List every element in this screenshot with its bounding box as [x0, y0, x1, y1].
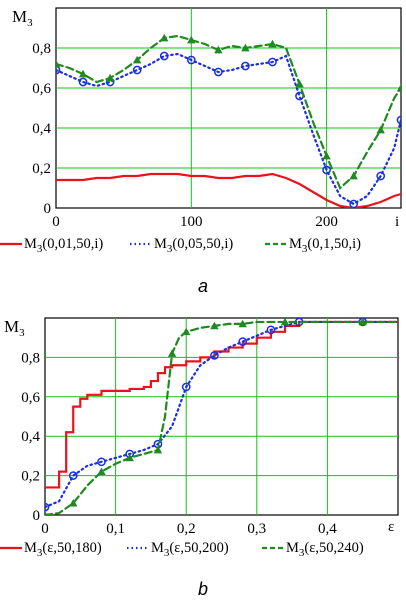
data-point [376, 125, 385, 134]
plot-area-b [44, 317, 399, 516]
data-point [160, 33, 169, 42]
data-point [210, 321, 219, 330]
legend-label: M3(ε,50,180) [24, 540, 102, 559]
data-point [280, 318, 290, 326]
data-point [376, 171, 386, 181]
data-point [241, 43, 250, 52]
data-point [358, 318, 367, 326]
series-line-2 [56, 52, 401, 206]
data-point [210, 351, 219, 360]
data-point [45, 510, 48, 515]
y-tick-label: 0 [44, 201, 52, 217]
data-point [186, 55, 196, 65]
x-tick-label: 0,2 [177, 521, 196, 537]
data-point [268, 39, 277, 48]
data-point [238, 319, 247, 328]
data-point [132, 55, 142, 64]
data-point [97, 467, 106, 476]
y-tick-label: 0,2 [21, 469, 40, 485]
series-line-3 [56, 34, 401, 190]
data-point [97, 457, 106, 467]
data-point [349, 199, 358, 208]
x-axis-label-a: i [395, 214, 399, 230]
data-point [187, 35, 196, 44]
legend-label: M3(0,01,50,i) [24, 236, 103, 255]
series-a [56, 33, 401, 208]
x-tick-label: 0,4 [318, 521, 337, 537]
series-line-1 [56, 172, 401, 208]
data-point [396, 83, 401, 92]
series-b [45, 318, 398, 515]
data-point [182, 327, 191, 336]
data-point [68, 471, 78, 480]
data-point [181, 382, 191, 392]
data-point [214, 67, 223, 77]
y-tick-label: 0,8 [32, 41, 51, 57]
data-point [78, 69, 88, 78]
y-tick-label: 0,2 [32, 161, 51, 177]
data-point [69, 498, 78, 507]
plot-area-a [55, 7, 402, 209]
series-line-2 [45, 320, 398, 509]
y-tick-label: 0 [33, 508, 41, 524]
series-line-1 [45, 320, 398, 489]
data-point [268, 57, 277, 67]
legend-label: M3(0,1,50,i) [289, 236, 361, 255]
y-axis-label-b: M3 [4, 317, 25, 339]
x-tick-label: 0,3 [247, 521, 266, 537]
x-tick-label: 0 [41, 521, 49, 537]
data-point [125, 453, 134, 462]
data-point [349, 171, 358, 180]
data-point [45, 502, 50, 512]
data-point [153, 445, 163, 454]
x-axis-label-b: ε [388, 519, 394, 535]
chart-a: 00,20,40,60,80 100 200 M3 i M3(0,01,50,i) M… [0, 7, 402, 296]
legend-label: M3(ε,50,240) [286, 540, 364, 559]
tick-labels-b: 0 0,2 0,4 0,6 0,8 0 0,1 0,2 0,3 0,4 [21, 350, 337, 537]
y-tick-label: 0,4 [32, 121, 51, 137]
x-tick-label: 0,1 [106, 521, 125, 537]
y-tick-label: 0,8 [21, 350, 40, 366]
data-point [322, 151, 331, 160]
data-point [167, 349, 177, 357]
data-point [266, 325, 276, 335]
data-point [238, 337, 248, 346]
tick-labels-a: 0 0,2 0,4 0,6 0,8 0 100 200 [32, 41, 338, 230]
legend-a: M3(0,01,50,i) M3(0,05,50,i) M3(0,1,50,i) [0, 236, 361, 255]
legend-label: M3(0,05,50,i) [154, 236, 233, 255]
caption-b: b [198, 579, 208, 599]
data-point [214, 45, 223, 54]
chart-b: 0 0,2 0,4 0,6 0,8 0 0,1 0,2 0,3 0,4 M3 ε M3(ε,50,… [0, 317, 399, 599]
legend-label: M3(ε,50,200) [151, 540, 229, 559]
data-point [241, 61, 250, 71]
data-point [159, 51, 169, 61]
data-point [105, 73, 115, 82]
x-tick-label: 0 [52, 214, 60, 230]
y-tick-label: 0,6 [21, 390, 40, 406]
data-point [78, 77, 88, 87]
series-line-3 [45, 320, 398, 515]
y-axis-label-a: M3 [12, 7, 33, 29]
x-tick-label: 200 [315, 214, 338, 230]
x-tick-label: 100 [180, 214, 203, 230]
data-point [322, 165, 331, 175]
y-tick-label: 0,4 [21, 429, 40, 445]
y-tick-label: 0,6 [32, 81, 51, 97]
caption-a: a [198, 276, 208, 296]
grid-b [45, 318, 398, 515]
data-point [396, 115, 401, 125]
data-point [295, 79, 304, 88]
legend-b: M3(ε,50,180) M3(ε,50,200) M3(ε,50,240) [0, 540, 364, 559]
data-point [132, 65, 142, 75]
data-point [56, 59, 61, 68]
